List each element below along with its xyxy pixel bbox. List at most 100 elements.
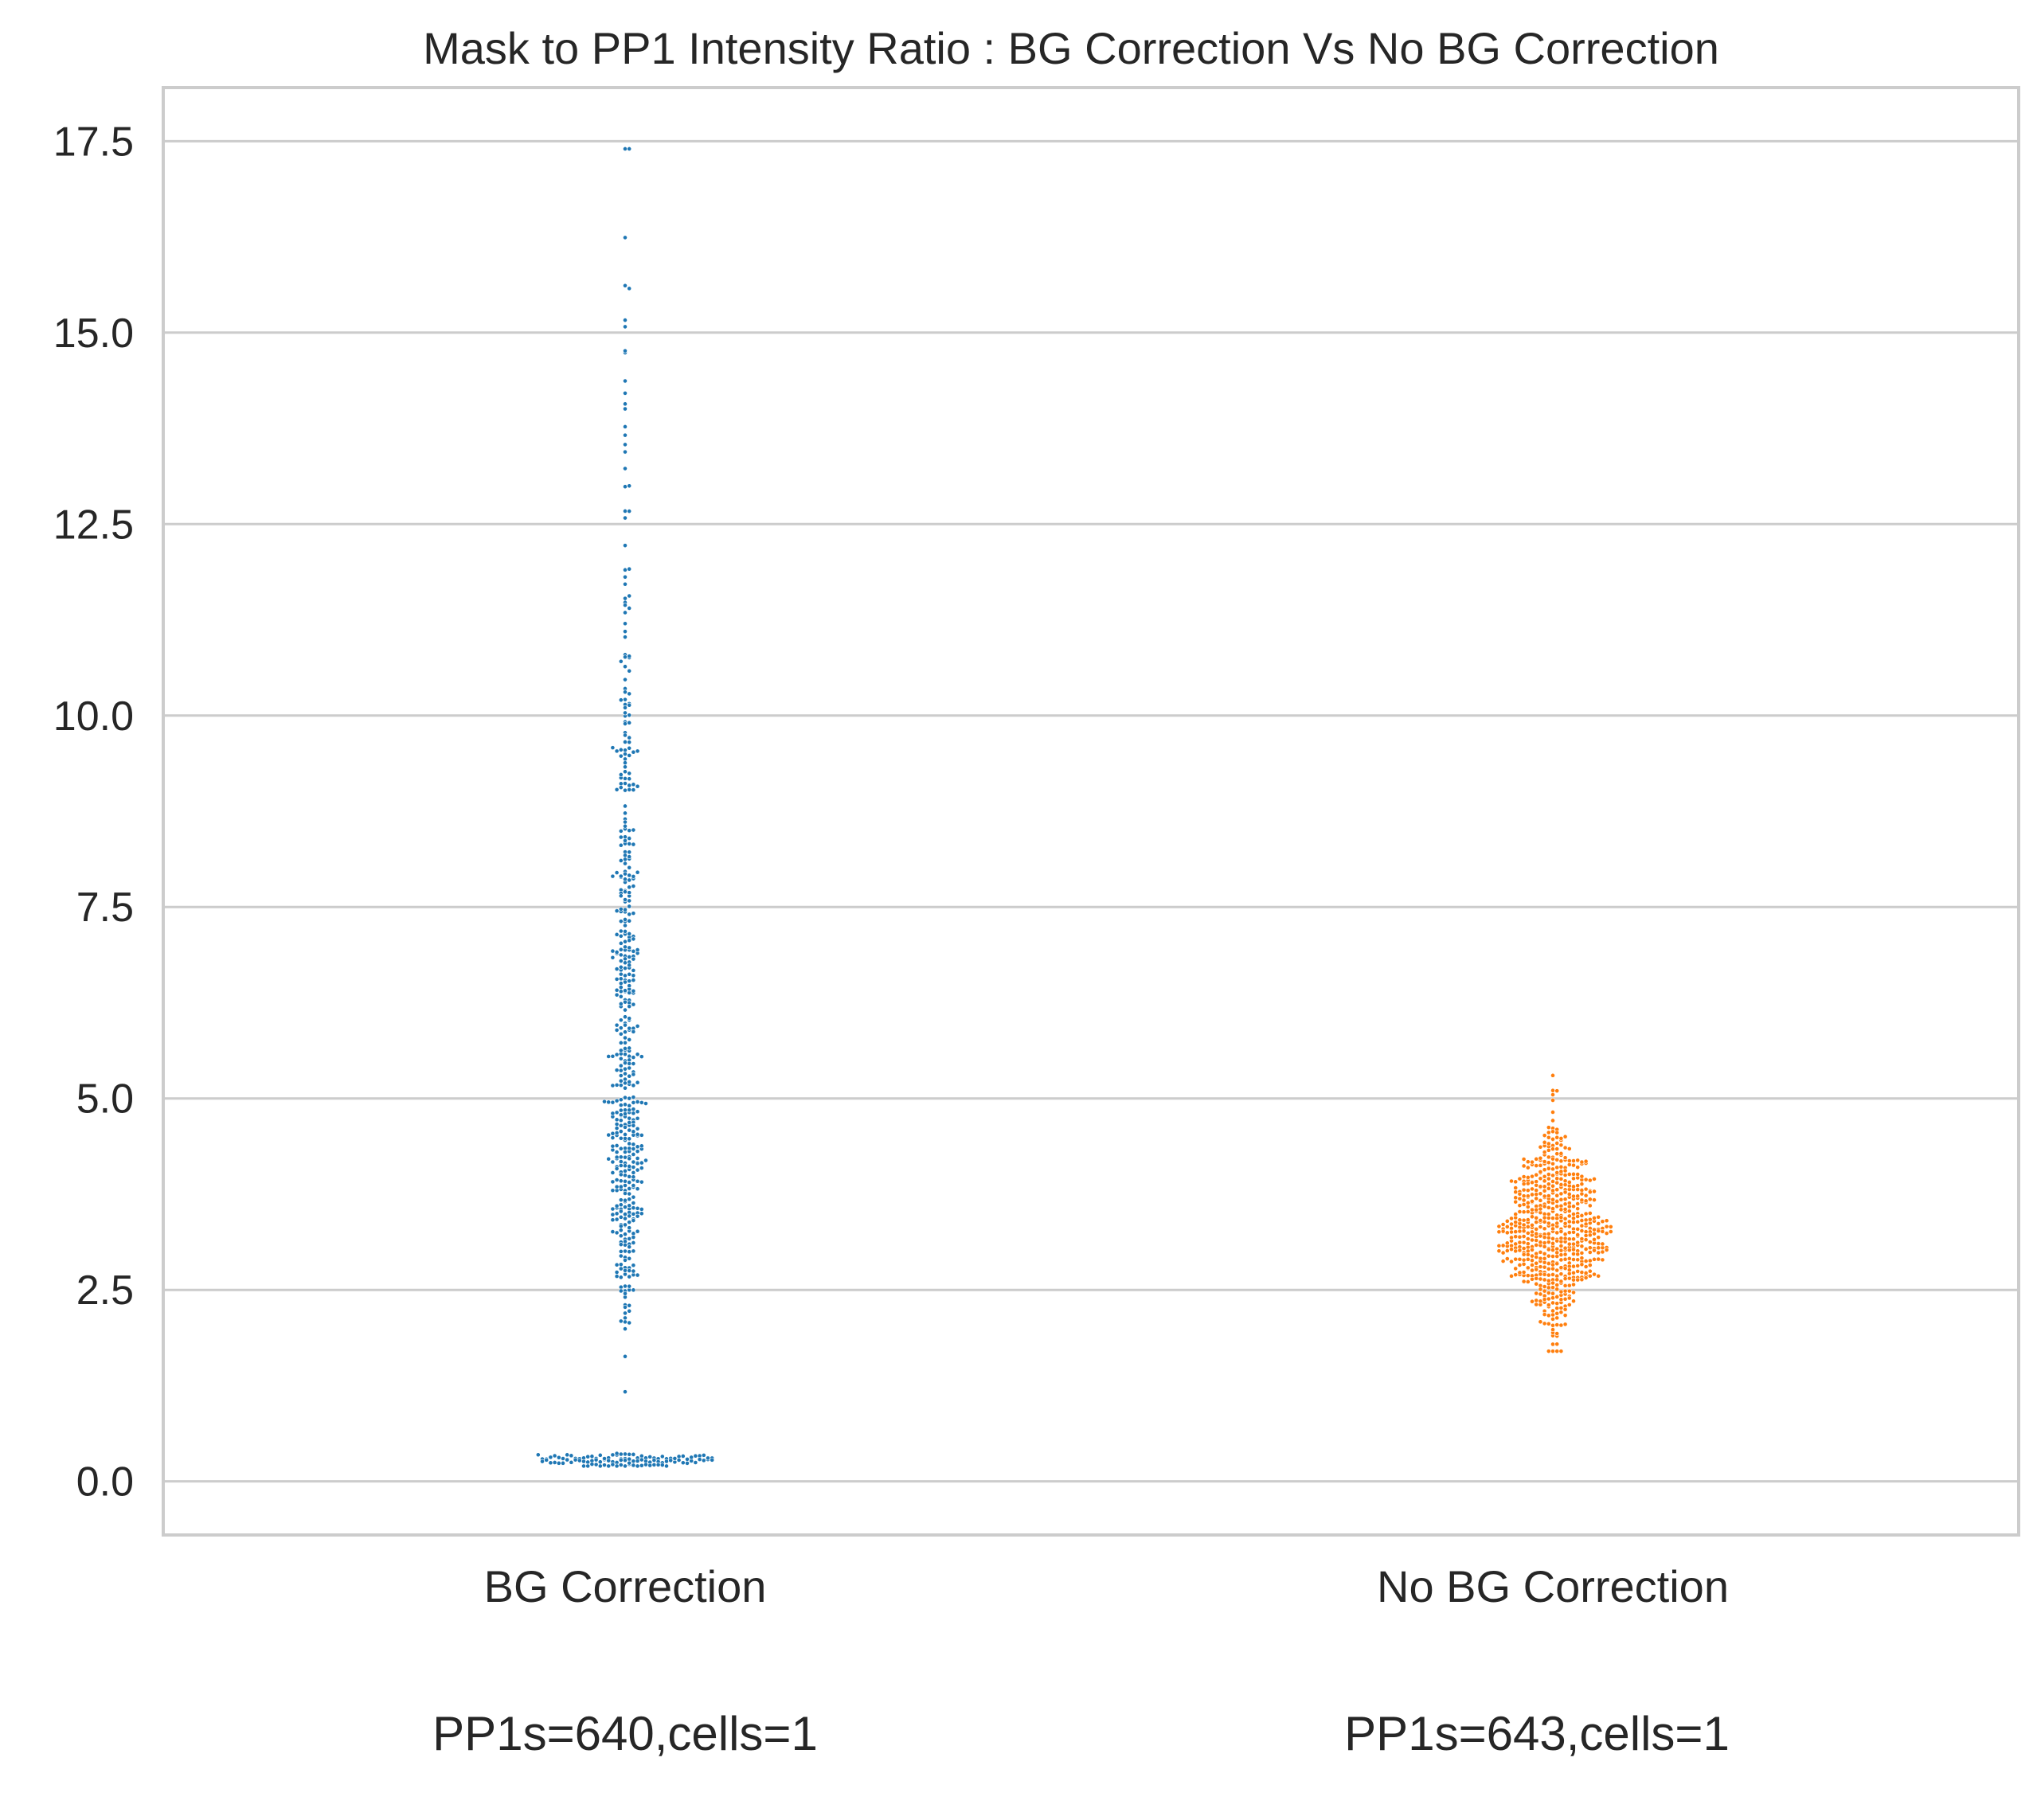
point-bg-correction-590: [631, 749, 636, 755]
point-no-bg-correction-475: [1542, 1133, 1547, 1138]
point-bg-correction-404: [627, 1025, 632, 1031]
point-bg-correction-227: [627, 1220, 632, 1225]
point-no-bg-correction-345: [1575, 1187, 1581, 1192]
point-bg-correction-442: [623, 897, 628, 902]
point-bg-correction-466: [635, 1024, 640, 1029]
point-bg-correction-436: [618, 1073, 624, 1078]
point-no-bg-correction-555: [1575, 1252, 1581, 1257]
point-no-bg-correction-603: [1521, 1174, 1527, 1179]
point-no-bg-correction-621: [1604, 1218, 1609, 1224]
point-bg-correction-571: [635, 783, 640, 789]
point-bg-correction-388: [627, 971, 632, 977]
point-no-bg-correction-372: [1583, 1247, 1589, 1252]
point-bg-correction-69: [610, 1462, 616, 1467]
point-no-bg-correction-512: [1513, 1179, 1519, 1185]
point-bg-correction-280: [614, 1203, 620, 1209]
point-bg-correction-552: [614, 870, 620, 875]
point-no-bg-correction-502: [1579, 1181, 1585, 1187]
point-no-bg-correction-123: [1542, 1240, 1547, 1246]
point-no-bg-correction-149: [1562, 1182, 1568, 1187]
point-no-bg-correction-528: [1592, 1256, 1597, 1262]
point-no-bg-correction-204: [1530, 1258, 1535, 1263]
point-no-bg-correction-168: [1558, 1271, 1564, 1277]
point-bg-correction-492: [623, 917, 628, 922]
point-no-bg-correction-568: [1592, 1215, 1597, 1220]
point-bg-correction-425: [614, 908, 620, 913]
point-bg-correction-560: [618, 928, 624, 934]
point-no-bg-correction-76: [1554, 1187, 1560, 1193]
point-bg-correction-569: [623, 705, 628, 710]
point-no-bg-correction-408: [1521, 1187, 1527, 1193]
point-no-bg-correction-75: [1546, 1160, 1551, 1166]
point-no-bg-correction-588: [1587, 1210, 1593, 1216]
point-bg-correction-301: [635, 1115, 640, 1121]
point-no-bg-correction-220: [1542, 1215, 1547, 1220]
point-no-bg-correction-218: [1534, 1188, 1539, 1193]
point-bg-correction-15: [623, 1451, 628, 1457]
point-no-bg-correction-397: [1517, 1248, 1523, 1253]
point-no-bg-correction-436: [1542, 1297, 1547, 1303]
point-no-bg-correction-484: [1579, 1197, 1585, 1203]
point-bg-correction-170: [623, 1163, 628, 1169]
point-bg-correction-146: [627, 1136, 632, 1142]
point-no-bg-correction-172: [1534, 1260, 1539, 1266]
point-bg-correction-16: [631, 1459, 636, 1464]
point-bg-correction-472: [627, 1016, 632, 1021]
point-no-bg-correction-573: [1538, 1155, 1543, 1161]
point-bg-correction-41: [659, 1454, 665, 1459]
point-bg-correction-293: [610, 1147, 616, 1153]
point-bg-correction-395: [623, 871, 628, 877]
point-bg-correction-597: [614, 748, 620, 754]
point-bg-correction-120: [623, 1154, 628, 1160]
point-no-bg-correction-64: [1554, 1157, 1560, 1162]
point-no-bg-correction-641: [1583, 1275, 1589, 1280]
point-no-bg-correction-48: [1550, 1206, 1555, 1212]
point-no-bg-correction-560: [1596, 1241, 1601, 1246]
point-no-bg-correction-530: [1583, 1198, 1589, 1204]
point-no-bg-correction-70: [1546, 1212, 1551, 1217]
point-no-bg-correction-330: [1538, 1276, 1543, 1282]
point-no-bg-correction-228: [1575, 1257, 1581, 1263]
point-bg-correction-319: [635, 1186, 640, 1192]
point-no-bg-correction-487: [1513, 1248, 1519, 1254]
point-no-bg-correction-110: [1546, 1313, 1551, 1318]
y-tick-label-6: 15.0: [53, 310, 134, 357]
point-no-bg-correction-401: [1575, 1263, 1581, 1268]
point-no-bg-correction-516: [1562, 1296, 1568, 1302]
point-no-bg-correction-467: [1525, 1193, 1531, 1199]
point-bg-correction-524: [610, 948, 616, 954]
point-bg-correction-631: [623, 603, 628, 608]
x-tick-label-no-bg-correction: No BG Correction: [1377, 1561, 1729, 1611]
point-no-bg-correction-638: [1550, 1092, 1555, 1097]
point-no-bg-correction-549: [1517, 1234, 1523, 1240]
point-no-bg-correction-209: [1542, 1235, 1547, 1240]
point-no-bg-correction-359: [1517, 1256, 1523, 1262]
point-bg-correction-250: [635, 1099, 640, 1104]
point-no-bg-correction-233: [1546, 1291, 1551, 1295]
point-bg-correction-500: [627, 1037, 632, 1042]
point-no-bg-correction-607: [1509, 1178, 1514, 1184]
point-no-bg-correction-326: [1538, 1256, 1543, 1261]
point-no-bg-correction-14: [1550, 1183, 1555, 1189]
point-bg-correction-213: [627, 1180, 632, 1185]
point-no-bg-correction-571: [1521, 1163, 1527, 1169]
point-bg-correction-352: [639, 1132, 644, 1138]
point-no-bg-correction-10: [1550, 1179, 1555, 1184]
point-bg-correction-362: [631, 1235, 636, 1240]
point-bg-correction-14: [610, 1452, 616, 1458]
point-no-bg-correction-72: [1562, 1256, 1568, 1262]
point-bg-correction-290: [627, 1268, 632, 1273]
point-bg-correction-312: [614, 1262, 620, 1267]
point-no-bg-correction-241: [1534, 1172, 1539, 1178]
point-no-bg-correction-117: [1566, 1224, 1572, 1229]
point-no-bg-correction-89: [1546, 1199, 1551, 1205]
point-no-bg-correction-42: [1554, 1267, 1560, 1273]
point-bg-correction-361: [623, 1291, 628, 1296]
point-bg-correction-526: [631, 973, 636, 978]
point-bg-correction-85: [552, 1453, 557, 1459]
point-bg-correction-624: [623, 466, 628, 471]
point-bg-correction-248: [631, 1111, 636, 1116]
point-no-bg-correction-12: [1550, 1266, 1555, 1271]
point-bg-correction-598: [623, 677, 628, 682]
point-bg-correction-154: [623, 1183, 628, 1188]
